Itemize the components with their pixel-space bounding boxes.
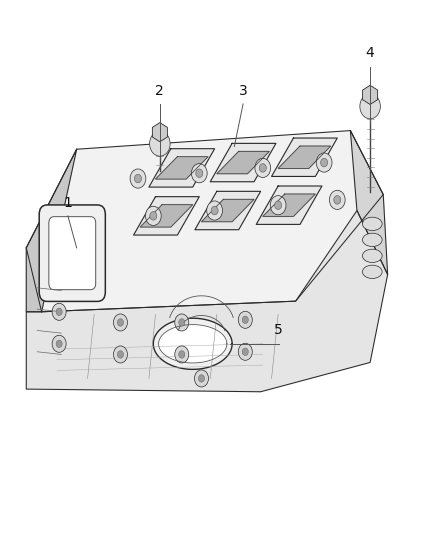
Polygon shape bbox=[140, 205, 193, 227]
Polygon shape bbox=[149, 149, 215, 187]
Circle shape bbox=[179, 319, 185, 326]
Circle shape bbox=[321, 158, 328, 167]
Text: 4: 4 bbox=[366, 46, 374, 60]
Circle shape bbox=[196, 169, 203, 177]
Polygon shape bbox=[159, 325, 227, 363]
Ellipse shape bbox=[362, 265, 382, 278]
Circle shape bbox=[150, 131, 170, 156]
Ellipse shape bbox=[362, 249, 382, 263]
Circle shape bbox=[259, 164, 266, 172]
Circle shape bbox=[134, 174, 141, 183]
Circle shape bbox=[238, 311, 252, 328]
Polygon shape bbox=[210, 143, 276, 182]
Polygon shape bbox=[134, 197, 199, 235]
Circle shape bbox=[113, 314, 127, 331]
FancyBboxPatch shape bbox=[49, 216, 96, 290]
Circle shape bbox=[56, 308, 62, 316]
Polygon shape bbox=[195, 191, 261, 230]
Polygon shape bbox=[152, 123, 167, 142]
Circle shape bbox=[194, 370, 208, 387]
Polygon shape bbox=[263, 194, 315, 216]
Circle shape bbox=[150, 212, 157, 220]
Circle shape bbox=[117, 319, 124, 326]
Circle shape bbox=[175, 314, 189, 331]
Circle shape bbox=[316, 153, 332, 172]
Polygon shape bbox=[201, 199, 254, 222]
Circle shape bbox=[130, 169, 146, 188]
Polygon shape bbox=[153, 318, 232, 369]
Circle shape bbox=[175, 346, 189, 363]
Polygon shape bbox=[272, 138, 337, 176]
Polygon shape bbox=[363, 85, 378, 104]
Circle shape bbox=[179, 351, 185, 358]
FancyBboxPatch shape bbox=[39, 205, 105, 302]
Circle shape bbox=[113, 346, 127, 363]
Circle shape bbox=[145, 206, 161, 225]
Circle shape bbox=[360, 94, 380, 119]
Circle shape bbox=[255, 158, 271, 177]
Circle shape bbox=[198, 375, 205, 382]
Polygon shape bbox=[26, 131, 383, 312]
Circle shape bbox=[52, 335, 66, 352]
Circle shape bbox=[242, 348, 248, 356]
Circle shape bbox=[334, 196, 341, 204]
Text: 3: 3 bbox=[239, 84, 247, 98]
Circle shape bbox=[270, 196, 286, 215]
Circle shape bbox=[52, 303, 66, 320]
Circle shape bbox=[211, 206, 218, 215]
Text: 1: 1 bbox=[64, 196, 72, 209]
Circle shape bbox=[207, 201, 223, 220]
Polygon shape bbox=[26, 211, 388, 392]
Polygon shape bbox=[155, 157, 208, 179]
Circle shape bbox=[242, 316, 248, 324]
Polygon shape bbox=[350, 131, 388, 274]
Circle shape bbox=[56, 340, 62, 348]
Ellipse shape bbox=[362, 217, 382, 231]
Text: 5: 5 bbox=[274, 324, 283, 337]
Polygon shape bbox=[26, 149, 77, 312]
Ellipse shape bbox=[362, 233, 382, 247]
Circle shape bbox=[238, 343, 252, 360]
Circle shape bbox=[329, 190, 345, 209]
Polygon shape bbox=[217, 151, 269, 174]
Text: 2: 2 bbox=[155, 84, 164, 98]
Circle shape bbox=[117, 351, 124, 358]
Circle shape bbox=[275, 201, 282, 209]
Polygon shape bbox=[278, 146, 331, 168]
Circle shape bbox=[191, 164, 207, 183]
Polygon shape bbox=[256, 186, 322, 224]
